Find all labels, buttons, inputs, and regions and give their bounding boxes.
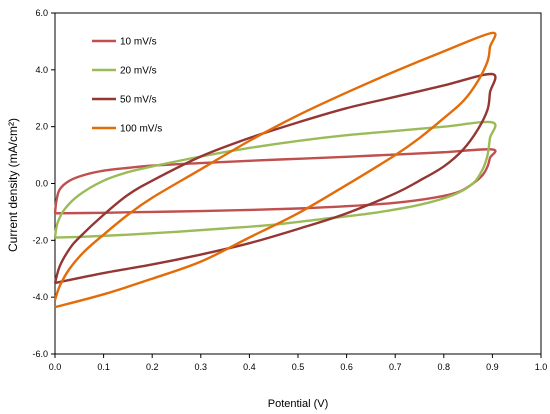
y-tick-label: 0.0 xyxy=(35,179,48,189)
series-line-3 xyxy=(53,72,497,285)
x-tick-label: 0.8 xyxy=(438,362,451,372)
plot-border xyxy=(54,12,542,355)
y-axis-title: Current density (mA/cm²) xyxy=(6,118,20,252)
x-tick-label: 0.2 xyxy=(146,362,159,372)
y-tick-label: -2.0 xyxy=(32,235,48,245)
legend-label: 20 mV/s xyxy=(120,66,157,77)
y-tick-label: -6.0 xyxy=(32,349,48,359)
y-tick-label: -4.0 xyxy=(32,292,48,302)
series-line-4 xyxy=(53,31,497,309)
x-axis-title: Potential (V) xyxy=(268,398,329,410)
x-tick-label: 0.1 xyxy=(97,362,110,372)
series-line-1 xyxy=(53,148,497,215)
x-tick-label: 0.0 xyxy=(49,362,62,372)
x-tick-label: 0.7 xyxy=(389,362,402,372)
legend-label: 50 mV/s xyxy=(120,95,157,106)
y-tick-label: 6.0 xyxy=(35,8,48,18)
y-tick-label: 4.0 xyxy=(35,65,48,75)
x-tick-label: 0.6 xyxy=(340,362,353,372)
y-tick-label: 2.0 xyxy=(35,122,48,132)
x-tick-label: 1.0 xyxy=(535,362,548,372)
x-tick-label: 0.4 xyxy=(243,362,256,372)
x-tick-label: 0.9 xyxy=(486,362,499,372)
legend-label: 100 mV/s xyxy=(120,124,162,135)
legend: 10 mV/s 20 mV/s 50 mV/s 100 mV/s xyxy=(92,37,162,135)
x-tick-label: 0.5 xyxy=(292,362,305,372)
x-tick-label: 0.3 xyxy=(195,362,208,372)
plot-area xyxy=(54,12,542,355)
axis-ticks: 0.0 0.1 0.2 0.3 0.4 0.5 0.6 0.7 0.8 0.9 1.0 6.0 4.0 2… xyxy=(32,8,547,372)
legend-label: 10 mV/s xyxy=(120,37,157,48)
series-line-2 xyxy=(53,120,497,239)
series-lines xyxy=(53,31,497,309)
